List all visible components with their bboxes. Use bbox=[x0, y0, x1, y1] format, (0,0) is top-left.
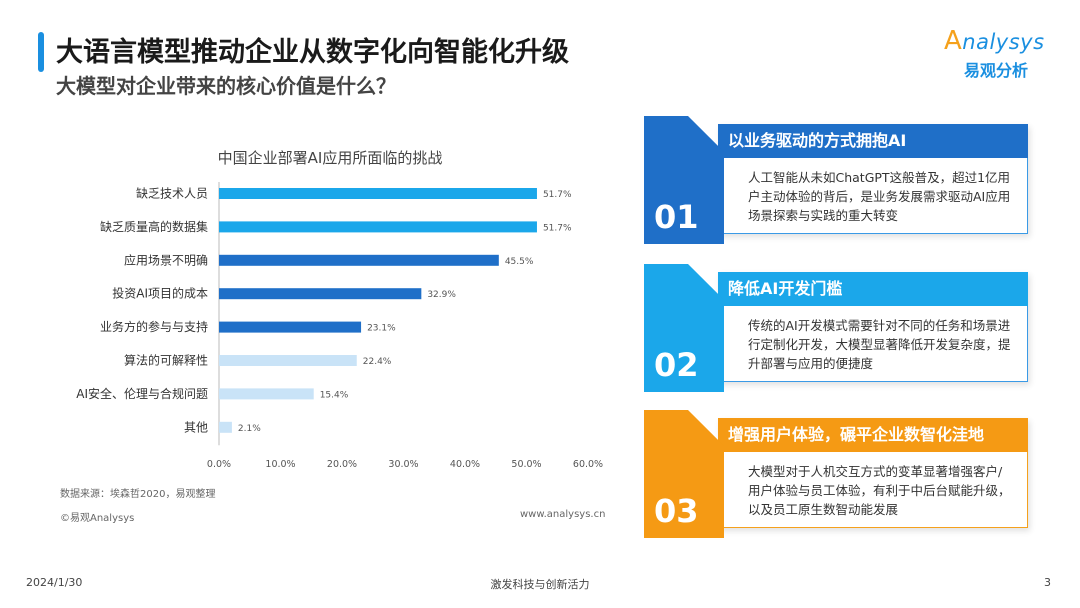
card-number: 02 bbox=[654, 346, 699, 384]
analysys-logo: Analysys 易观分析 bbox=[944, 26, 1045, 80]
bar bbox=[219, 421, 232, 433]
category-label: 其他 bbox=[184, 420, 208, 434]
card-text: 大模型对于人机交互方式的变革显著增强客户/用户体验与员工体验，有利于中后台赋能升… bbox=[748, 464, 1011, 517]
bar bbox=[219, 388, 314, 400]
x-tick-label: 30.0% bbox=[388, 459, 418, 470]
copyright-note: ©易观Analysys bbox=[60, 513, 135, 524]
title-accent-bar bbox=[38, 32, 44, 72]
data-label: 23.1% bbox=[367, 324, 396, 334]
bar bbox=[219, 355, 357, 366]
x-tick-label: 40.0% bbox=[450, 459, 480, 470]
card-text: 传统的AI开发模式需要针对不同的任务和场景进行定制化开发，大模型显著降低开发复杂… bbox=[748, 318, 1011, 371]
bar bbox=[219, 221, 537, 233]
x-tick-label: 50.0% bbox=[511, 459, 541, 470]
category-label: 缺乏技术人员 bbox=[136, 186, 208, 201]
category-label: 算法的可解释性 bbox=[124, 353, 208, 368]
card-text: 人工智能从未如ChatGPT这般普及，超过1亿用户主动体验的背后，是业务发展需求… bbox=[748, 170, 1011, 223]
data-label: 51.7% bbox=[543, 190, 572, 200]
bar bbox=[219, 288, 422, 300]
bar bbox=[219, 321, 362, 333]
card-number: 03 bbox=[654, 492, 699, 530]
bar-chart: 缺乏技术人员 51.7% 缺乏质量高的数据集 51.7% 应用场景不明确 45.5% 投资A… bbox=[76, 182, 603, 470]
website-note: www.analysys.cn bbox=[520, 509, 606, 520]
data-label: 32.9% bbox=[427, 290, 456, 300]
data-label: 22.4% bbox=[363, 357, 392, 367]
x-tick-label: 0.0% bbox=[207, 459, 231, 470]
x-tick-label: 20.0% bbox=[327, 459, 357, 470]
card-1: 以业务驱动的方式拥抱AI 01 人工智能从未如ChatGPT这般普及，超过1亿用… bbox=[644, 116, 1030, 244]
data-label: 2.1% bbox=[238, 424, 261, 434]
x-tick-label: 60.0% bbox=[573, 459, 603, 470]
card-heading: 增强用户体验，碾平企业数智化洼地 bbox=[718, 418, 1028, 452]
card-heading: 以业务驱动的方式拥抱AI bbox=[718, 124, 1028, 158]
footer-date: 2024/1/30 bbox=[26, 576, 83, 589]
category-label: AI安全、伦理与合规问题 bbox=[76, 386, 208, 401]
x-tick-label: 10.0% bbox=[265, 459, 295, 470]
bar bbox=[219, 188, 537, 199]
data-label: 51.7% bbox=[543, 223, 572, 233]
category-label: 业务方的参与与支持 bbox=[100, 319, 208, 334]
page-number: 3 bbox=[1044, 576, 1051, 589]
page-subtitle: 大模型对企业带来的核心价值是什么？ bbox=[56, 74, 396, 98]
bar bbox=[219, 254, 499, 266]
card-3: 增强用户体验，碾平企业数智化洼地 03 大模型对于人机交互方式的变革显著增强客户… bbox=[644, 410, 1030, 538]
chart-title: 中国企业部署AI应用所面临的挑战 bbox=[217, 149, 443, 167]
category-label: 应用场景不明确 bbox=[124, 252, 208, 267]
page-title: 大语言模型推动企业从数字化向智能化升级 bbox=[56, 37, 569, 68]
data-source-note: 数据来源：埃森哲2020，易观整理 bbox=[60, 489, 216, 500]
category-label: 投资AI项目的成本 bbox=[112, 286, 208, 301]
card-heading: 降低AI开发门槛 bbox=[718, 272, 1028, 306]
card-2: 降低AI开发门槛 02 传统的AI开发模式需要针对不同的任务和场景进行定制化开发… bbox=[644, 264, 1030, 392]
footer-tagline: 激发科技与创新活力 bbox=[490, 578, 590, 591]
data-label: 45.5% bbox=[505, 257, 534, 267]
card-number: 01 bbox=[654, 198, 699, 236]
category-label: 缺乏质量高的数据集 bbox=[100, 219, 208, 234]
data-label: 15.4% bbox=[320, 390, 349, 400]
